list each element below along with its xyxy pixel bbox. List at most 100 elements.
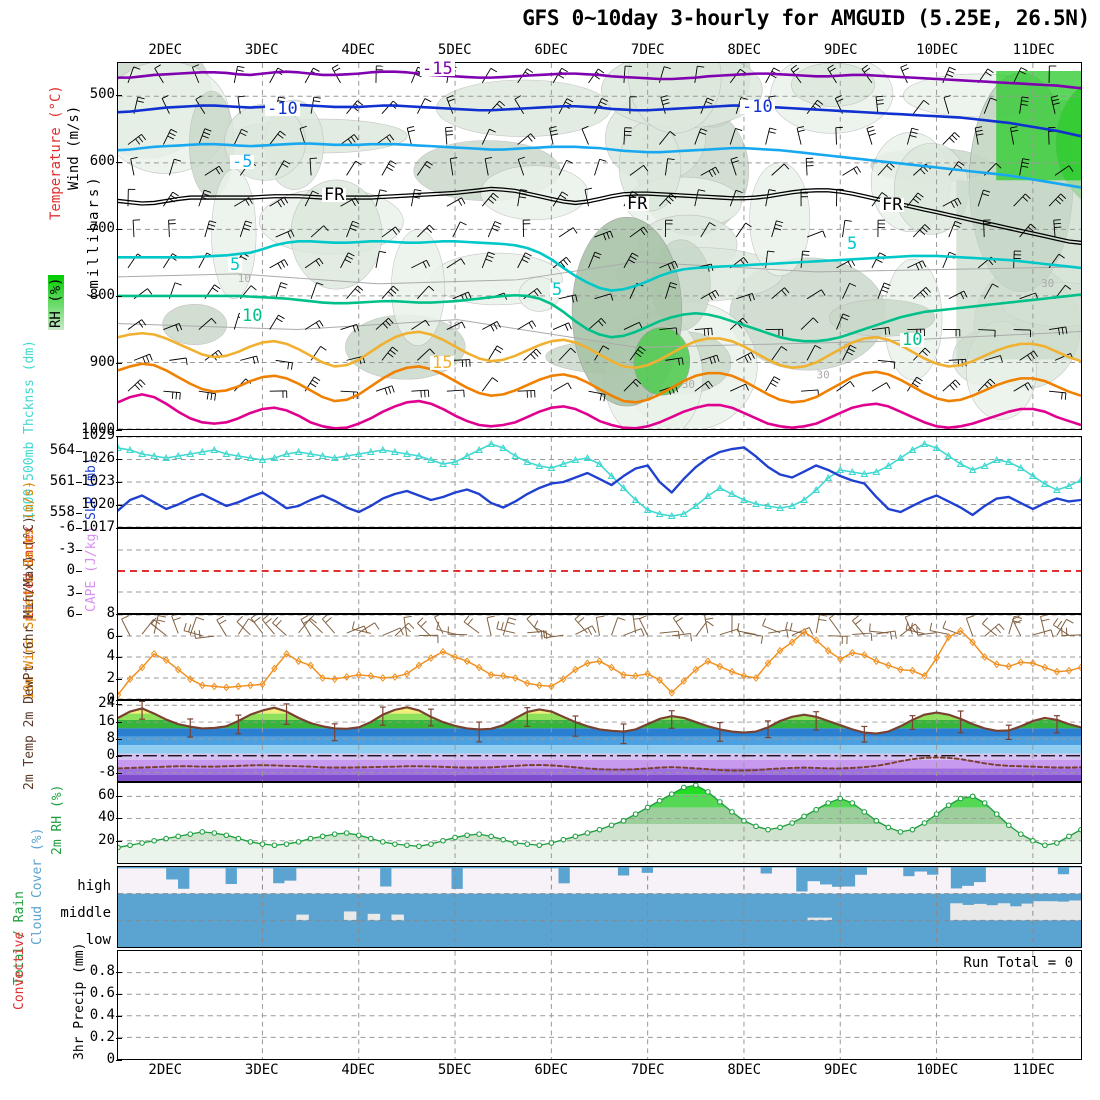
svg-text:30: 30 [1041, 277, 1054, 290]
tick-precip-mark-4 [116, 1060, 122, 1061]
tick-pressure-2: 700 [89, 220, 115, 237]
date-label-2dec: 2DEC [148, 1062, 183, 1078]
tick-slp-mark-0 [116, 436, 122, 437]
tick-slp-mark-2 [116, 482, 122, 483]
date-label-7dec: 7DEC [630, 1062, 665, 1078]
panel-precip[interactable]: Run Total = 0 [117, 950, 1082, 1060]
isotherm-label-5: 5 [550, 280, 565, 300]
panel-upper-air[interactable]: 101010303030 [117, 62, 1082, 430]
tick-pressure-3: 800 [89, 287, 115, 304]
tick-rh-mark-2 [116, 841, 122, 843]
tick-pressure-mark-5 [116, 430, 122, 431]
date-label-4dec: 4DEC [341, 42, 376, 58]
svg-text:30: 30 [817, 368, 830, 381]
tick-temp-2: 8 [106, 729, 115, 746]
tick-wind-mark-4 [116, 700, 122, 701]
tick-precip-1: 0.6 [89, 985, 115, 1001]
label-precip-convective: Convective [12, 931, 27, 1010]
isotherm-label-15: 15 [430, 353, 455, 373]
date-label-11dec: 11DEC [1012, 42, 1055, 58]
tick-pressure-mark-1 [116, 162, 122, 164]
tick-pressure-1: 600 [89, 153, 115, 170]
tick-rh-2: 20 [98, 832, 115, 849]
panel-rh-2m[interactable] [117, 782, 1082, 864]
upper-air-plot: 101010303030 [118, 63, 1081, 429]
date-label-3dec: 3DEC [244, 42, 279, 58]
tick-slp-4: 1017 [81, 519, 115, 535]
tick-pressure-4: 900 [89, 354, 115, 371]
date-label-9dec: 9DEC [823, 42, 858, 58]
date-label-7dec: 7DEC [630, 42, 665, 58]
label-millibars: (millibars) [86, 174, 102, 300]
tick-slp-1: 1026 [81, 450, 115, 466]
tick-li-1: -3 [58, 540, 75, 557]
isotherm-label-FR: FR [880, 195, 905, 215]
tick-pressure-0: 500 [89, 86, 115, 103]
tick-pressure-mark-4 [116, 363, 122, 365]
panel-slp-thickness[interactable] [117, 436, 1082, 528]
panel-lifted-index-cape[interactable] [117, 528, 1082, 614]
tick-pressure-5: 1000 [81, 421, 115, 437]
run-total-annotation: Run Total = 0 [963, 955, 1073, 971]
tick-thickness-0: 564 [49, 442, 75, 459]
tick-wind-1: 6 [106, 626, 115, 643]
tick-temp-mark-3 [116, 756, 122, 758]
page-title: GFS 0~10day 3-hourly for AMGUID (5.25E, … [522, 6, 1090, 30]
tick-wind-4: 0 [106, 691, 115, 707]
tick-temp-mark-2 [116, 738, 122, 740]
tick-precip-mark-3 [116, 1038, 122, 1039]
tick-li-4: 6 [66, 605, 75, 621]
panel-wind-10m[interactable] [117, 614, 1082, 700]
tick-rh-0: 60 [98, 786, 115, 803]
rh-2m-plot [118, 783, 1081, 863]
tick-thickness-mark-2 [76, 512, 82, 514]
tick-thickness-mark-1 [76, 482, 82, 483]
date-label-3dec: 3DEC [244, 1062, 279, 1078]
isotherm-label-FR: FR [322, 185, 347, 205]
isotherm-label-5: 5 [845, 234, 860, 254]
isotherm-label-FR: FR [625, 194, 650, 214]
panel-temp-dewpoint[interactable] [117, 700, 1082, 782]
tick-temp-mark-1 [116, 721, 122, 723]
lifted-index-plot [118, 529, 1081, 613]
tick-slp-2: 1023 [81, 473, 115, 489]
tick-li-mark-0 [76, 528, 82, 529]
tick-li-0: -6 [58, 519, 75, 535]
tick-precip-0: 0.8 [89, 963, 115, 979]
wind-10m-plot [118, 615, 1081, 699]
cloud-row-low: low [85, 932, 111, 948]
cloud-row-middle: middle [60, 905, 111, 921]
tick-wind-mark-1 [116, 635, 122, 637]
isotherm-label-neg5: -5 [230, 152, 255, 172]
tick-precip-mark-1 [116, 994, 122, 995]
date-label-9dec: 9DEC [823, 1062, 858, 1078]
label-cape: CAPE (J/kg) [84, 525, 99, 612]
tick-wind-2: 4 [106, 648, 115, 664]
label-wind-upper: Wind (m/s) [66, 105, 82, 190]
tick-wind-3: 2 [106, 669, 115, 686]
label-temp2m: 2m Temp 2m DewPt (6hr Min/Max) (°C) [22, 516, 37, 790]
tick-pressure-mark-2 [116, 229, 122, 231]
panel-cloud-cover[interactable] [117, 866, 1082, 948]
date-label-4dec: 4DEC [341, 1062, 376, 1078]
isotherm-label-neg10: -10 [740, 97, 775, 117]
tick-temp-3: 0 [106, 747, 115, 764]
tick-li-mark-1 [76, 549, 82, 551]
svg-text:10: 10 [238, 272, 251, 285]
tick-pressure-mark-3 [116, 296, 122, 298]
temp-dewpoint-plot [118, 701, 1081, 781]
tick-slp-mark-4 [116, 528, 122, 529]
tick-pressure-mark-0 [116, 95, 122, 97]
date-label-8dec: 8DEC [727, 1062, 762, 1078]
isotherm-label-10: 10 [240, 306, 265, 326]
tick-li-3: 3 [66, 583, 75, 600]
isotherm-label-10: 10 [900, 330, 925, 350]
tick-temp-4: -8 [98, 764, 115, 781]
tick-precip-4: 0 [106, 1051, 115, 1067]
tick-precip-mark-2 [116, 1016, 122, 1017]
tick-temp-1: 16 [98, 712, 115, 729]
tick-wind-mark-0 [116, 614, 122, 615]
slp-thickness-plot [118, 437, 1081, 527]
tick-wind-0: 8 [106, 605, 115, 621]
date-label-10dec: 10DEC [916, 1062, 959, 1078]
